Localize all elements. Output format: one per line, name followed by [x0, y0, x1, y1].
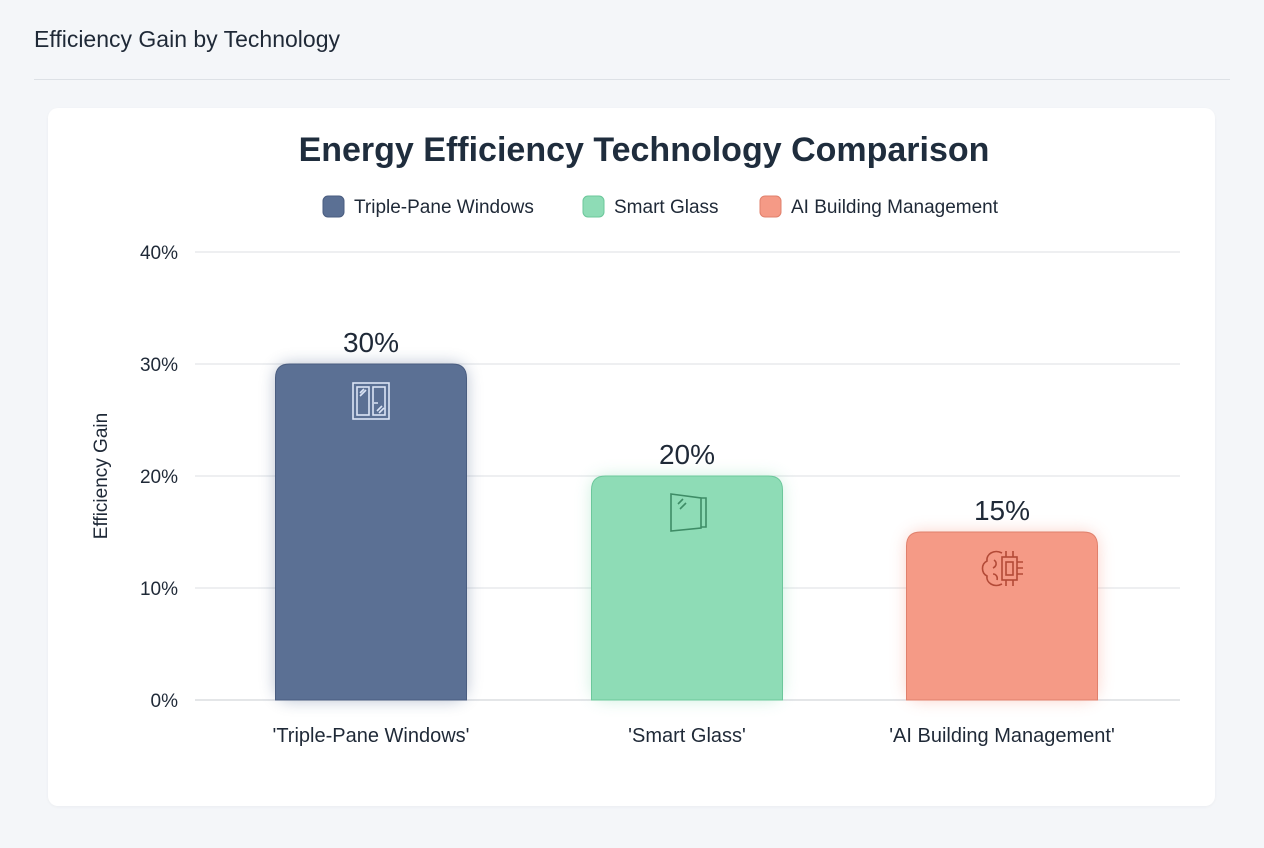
brain-chip-icon	[981, 550, 1023, 587]
legend-label: AI Building Management	[791, 197, 999, 218]
legend-label: Smart Glass	[614, 197, 719, 218]
legend-swatch	[759, 195, 782, 218]
y-tick-label: 0%	[151, 691, 179, 712]
y-tick-label: 10%	[140, 579, 178, 600]
bar[interactable]	[275, 363, 467, 701]
window-icon	[352, 382, 390, 420]
y-tick-label: 20%	[140, 467, 178, 488]
y-tick-label: 40%	[140, 243, 178, 264]
glass-door-icon	[670, 493, 707, 532]
x-tick-label: 'Smart Glass'	[628, 725, 746, 747]
data-label: 15%	[974, 495, 1030, 526]
legend-swatch	[582, 195, 605, 218]
data-label: 30%	[343, 327, 399, 358]
x-tick-label: 'Triple-Pane Windows'	[273, 725, 470, 747]
legend: Triple-Pane Windows Smart Glass AI Buildin…	[322, 195, 999, 218]
chart-title: Energy Efficiency Technology Comparison	[299, 131, 990, 169]
y-axis-label: Efficiency Gain	[91, 413, 112, 539]
bar[interactable]	[906, 531, 1098, 701]
divider	[34, 79, 1230, 80]
bar[interactable]	[591, 475, 783, 701]
y-tick-label: 30%	[140, 355, 178, 376]
bars: 30% 'Triple-Pane Windows' 20% 'Smart Glass'…	[273, 327, 1115, 747]
legend-label: Triple-Pane Windows	[354, 197, 534, 218]
page-title: Efficiency Gain by Technology	[34, 26, 340, 52]
legend-swatch	[322, 195, 345, 218]
data-label: 20%	[659, 439, 715, 470]
x-tick-label: 'AI Building Management'	[889, 725, 1115, 747]
